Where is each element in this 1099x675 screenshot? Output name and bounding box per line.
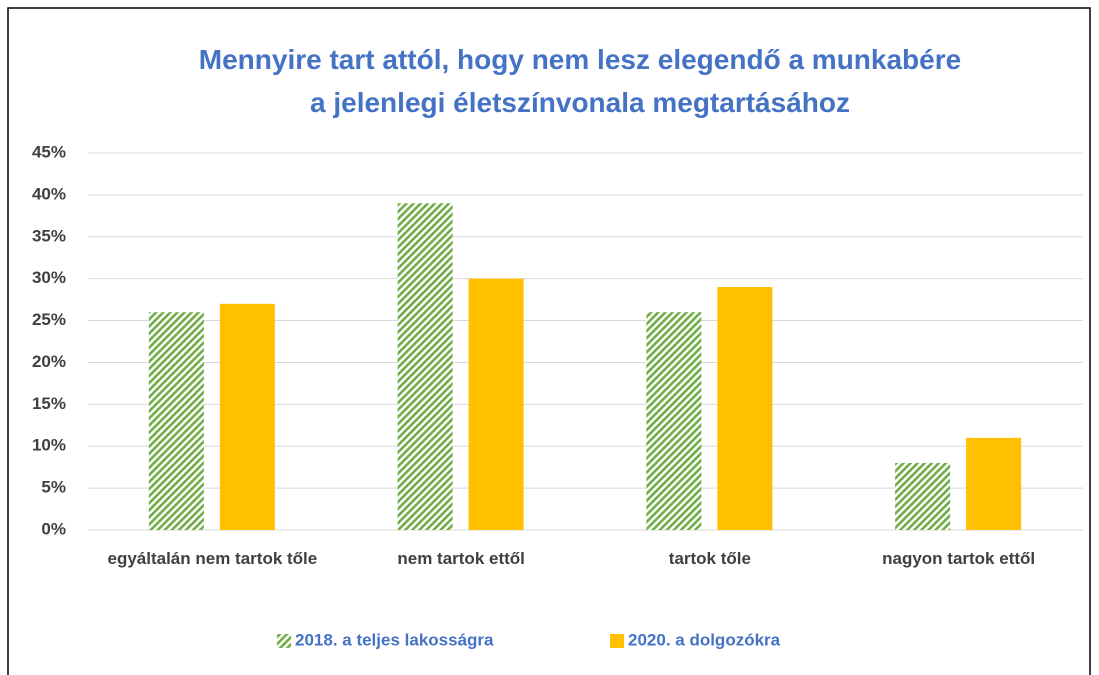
title-box: Mennyire tart attól, hogy nem lesz elege… (198, 44, 962, 118)
legend-label: 2018. a teljes lakosságra (295, 630, 494, 649)
x-tick-label: tartok tőle (668, 549, 751, 568)
y-tick-label: 5% (41, 478, 66, 497)
x-tick-label-box: nem tartok ettől (397, 549, 525, 568)
y-tick-label: 10% (32, 436, 66, 455)
x-tick-label: nagyon tartok ettől (882, 549, 1036, 568)
bar (468, 278, 524, 530)
x-tick-label-box: tartok tőle (668, 549, 751, 568)
y-tick-label: 20% (32, 352, 66, 371)
y-tick-label: 0% (41, 519, 66, 538)
bar (646, 312, 702, 530)
x-tick-label: egyáltalán nem tartok tőle (107, 549, 318, 568)
legend-swatch (610, 634, 624, 648)
bar (397, 203, 453, 530)
legend-label: 2020. a dolgozókra (628, 630, 781, 649)
bar (148, 312, 204, 530)
y-tick-label: 30% (32, 268, 66, 287)
x-tick-label-box: egyáltalán nem tartok tőle (107, 549, 318, 568)
chart-title: Mennyire tart attól, hogy nem lesz elege… (198, 44, 962, 118)
x-tick-label-box: nagyon tartok ettől (882, 549, 1036, 568)
x-tick-label: nem tartok ettől (397, 549, 525, 568)
bar (966, 437, 1022, 530)
bar (895, 462, 951, 530)
legend-swatch (277, 634, 291, 648)
y-tick-label: 45% (32, 142, 66, 161)
bar (219, 303, 275, 530)
y-tick-label: 25% (32, 310, 66, 329)
y-tick-label: 35% (32, 226, 66, 245)
y-tick-label: 15% (32, 394, 66, 413)
y-tick-label: 40% (32, 184, 66, 203)
bar (717, 287, 773, 530)
